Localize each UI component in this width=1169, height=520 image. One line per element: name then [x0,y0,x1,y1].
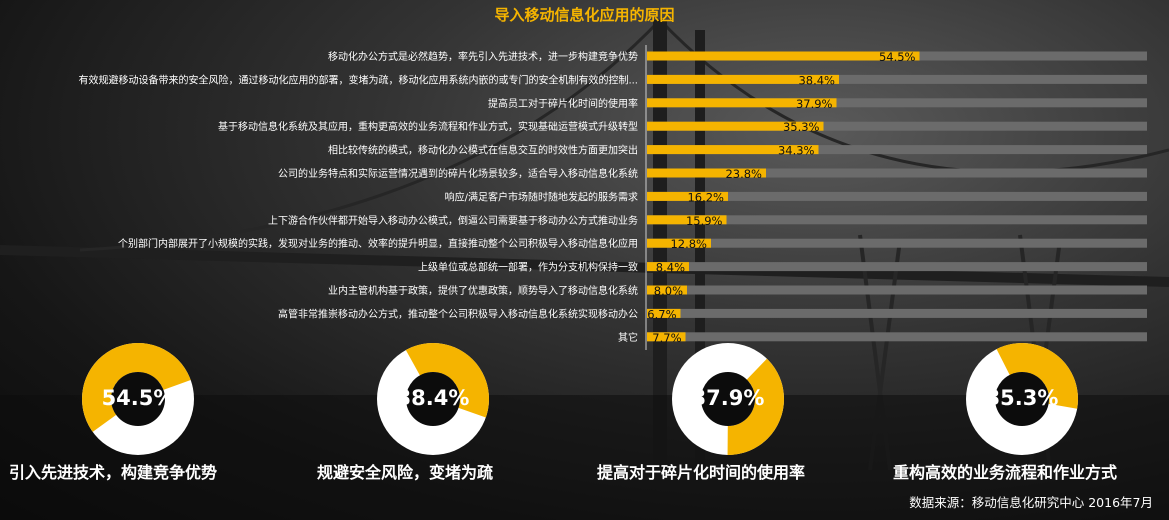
category-label: 有效规避移动设备带来的安全风险，通过移动化应用的部署，变堵为疏，移动化应用系统内… [78,73,638,86]
donut-percent-2: 38.4% [396,386,470,410]
value-label: 15.9% [686,214,723,228]
donut-caption-4: 重构高效的业务流程和作业方式 [892,463,1117,482]
bar-track [647,215,1147,225]
donut-ring-3 [672,343,784,455]
category-label: 其它 [618,331,638,344]
value-label: 38.4% [798,73,835,87]
bar [647,74,839,84]
donut-chart-1: 54.5% [80,341,196,461]
bar-track [647,168,1147,178]
category-label: 移动化办公方式是必然趋势，率先引入先进技术，进一步构建竞争优势 [328,50,638,63]
donut-chart-3: 37.9% [670,341,786,461]
bar [647,238,711,248]
value-label: 37.9% [796,97,833,111]
category-label: 高管非常推崇移动办公方式，推动整个公司积极导入移动信息化系统实现移动办公 [278,307,638,320]
donut-percent-3: 37.9% [691,386,765,410]
category-label: 业内主管机构基于政策，提供了优惠政策，顺势导入了移动信息化系统 [328,284,638,297]
donut-slice [727,358,784,455]
value-label: 54.5% [879,50,916,64]
value-label: 8.4% [656,261,685,275]
bar-track [647,308,1147,318]
bar-track [647,74,1147,84]
bar-track [647,332,1147,342]
category-label: 相比较传统的模式，移动化办公模式在信息交互的时效性方面更加突出 [328,144,638,157]
category-label: 上级单位或总部统一部署，作为分支机构保持一致 [418,261,638,274]
bar-track [647,145,1147,155]
value-label: 16.2% [687,190,724,204]
category-label: 上下游合作伙伴都开始导入移动办公模式，倒逼公司需要基于移动办公方式推动业务 [268,214,638,227]
category-label: 公司的业务特点和实际运营情况遇到的碎片化场景较多，适合导入移动信息化系统 [278,167,638,180]
bar [647,98,837,108]
bar [647,308,681,318]
bar [647,262,689,272]
bar-track [647,121,1147,131]
value-label: 35.3% [783,120,820,134]
donut-ring-1 [82,343,194,455]
bar-track [647,98,1147,108]
bar-track [647,191,1147,201]
bar [647,121,824,131]
value-label: 12.8% [670,237,707,251]
value-label: 8.0% [654,284,683,298]
bar [647,215,727,225]
bar-track [647,238,1147,248]
value-label: 7.7% [652,331,681,345]
reasons-bar-chart: 移动化办公方式是必然趋势，率先引入先进技术，进一步构建竞争优势 54.5% 有效规避… [78,45,1147,350]
bar [647,145,819,155]
donut-caption-2: 规避安全风险，变堵为疏 [316,463,493,482]
donut-slice [405,343,489,418]
donut-chart-4: 35.3% [964,341,1080,461]
donut-caption-3: 提高对于碎片化时间的使用率 [596,463,805,482]
category-label: 基于移动信息化系统及其应用，重构更高效的业务流程和作业方式，实现基础运营模式升级… [218,120,638,133]
donut-slice [996,343,1078,409]
data-source-note: 数据来源：移动信息化研究中心 2016年7月 [909,495,1153,510]
chart-title: 导入移动信息化应用的原因 [494,6,675,24]
bar-track [647,285,1147,295]
value-label: 34.3% [778,144,815,158]
donut-caption-1: 引入先进技术，构建竞争优势 [8,463,217,482]
donut-hole [111,372,165,426]
bar [647,285,687,295]
donut-percent-4: 35.3% [985,386,1059,410]
value-label: 23.8% [725,167,762,181]
donut-hole [701,372,755,426]
donut-hole [406,372,460,426]
donut-slice [82,343,191,432]
bar [647,332,686,342]
donut-ring-2 [377,343,489,455]
bar-track [647,262,1147,272]
donut-percent-1: 54.5% [101,386,175,410]
donut-chart-2: 38.4% [375,341,491,461]
category-label: 响应/满足客户市场随时随地发起的服务需求 [445,190,638,203]
bar [647,191,728,201]
bar [647,51,920,61]
bar [647,168,766,178]
value-label: 6.7% [647,307,676,321]
donut-ring-4 [966,343,1078,455]
donut-hole [995,372,1049,426]
category-label: 个别部门内部展开了小规模的实践，发现对业务的推动、效率的提升明显，直接推动整个公… [118,237,638,250]
category-label: 提高员工对于碎片化时间的使用率 [488,97,638,110]
